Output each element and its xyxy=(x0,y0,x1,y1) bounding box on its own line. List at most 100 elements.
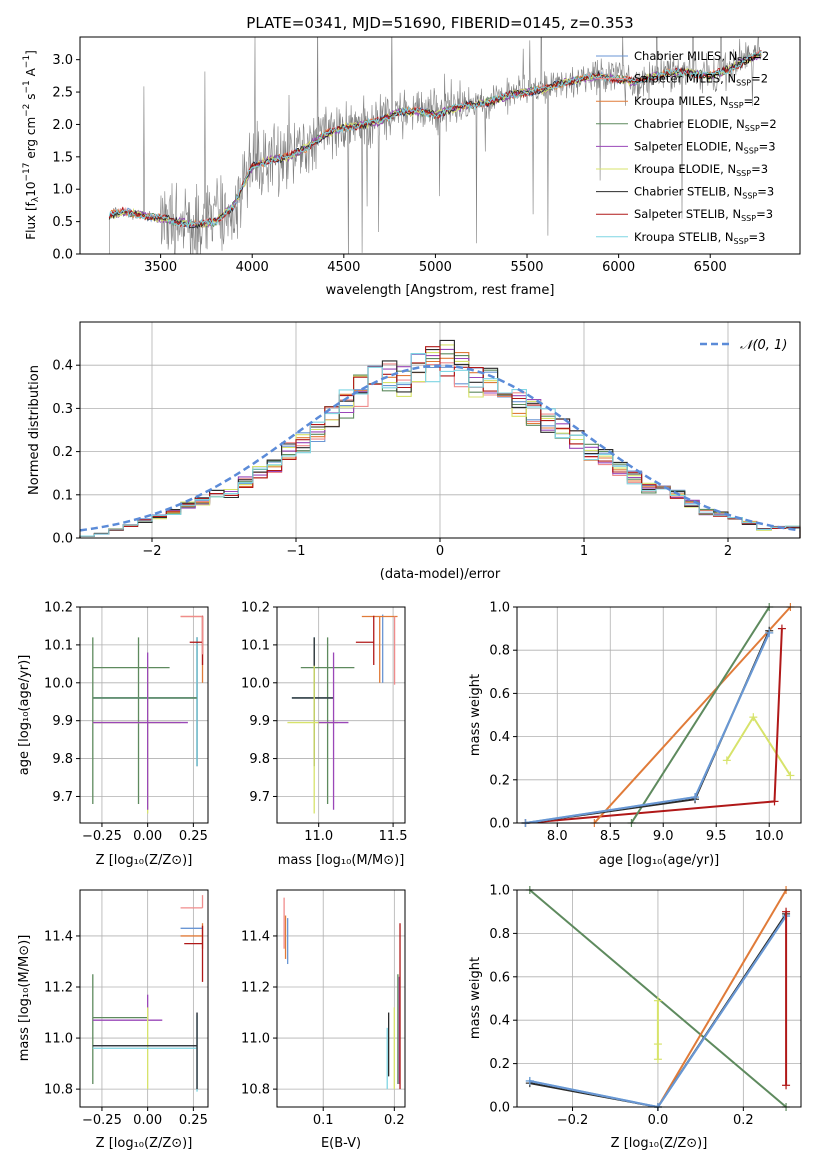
figure-title: PLATE=0341, MJD=51690, FIBERID=0145, z=0… xyxy=(246,14,633,32)
x-tick-label: 1 xyxy=(580,544,588,559)
mw-z-x-ticks: −0.2 0.0 0.2 xyxy=(557,1107,754,1128)
x-tick-label: −0.2 xyxy=(557,1113,589,1128)
legend-subscript: SSP xyxy=(745,124,760,133)
y-tick-label: 2.5 xyxy=(52,86,73,101)
y-tick-label: 0.3 xyxy=(52,402,73,417)
x-tick-label: 0.00 xyxy=(133,829,162,844)
spectrum-y-ticks: 0.0 0.5 1.0 1.5 2.0 2.5 3.0 xyxy=(52,53,80,263)
age-mass-frame xyxy=(276,606,406,824)
x-tick-label: 9.0 xyxy=(653,829,674,844)
legend-label-kroupa-stelib: Kroupa STELIB, NSSP=3 xyxy=(634,230,765,246)
age-mass-y-ticks: 9.7 9.8 9.9 10.0 10.1 10.2 xyxy=(241,601,277,805)
spectrum-panel: Chabrier MILES, NSSP=2 Salpeter MILES, NS… xyxy=(22,36,801,298)
y-tick-label: 9.9 xyxy=(249,714,270,729)
y-tick-label: 3.0 xyxy=(52,53,73,68)
spectrum-x-ticks: 3500 4000 4500 5000 5500 6000 6500 xyxy=(144,254,727,275)
y-tick-label: 9.7 xyxy=(52,790,73,805)
legend-label-chabrier-elodie: Chabrier ELODIE, NSSP=2 xyxy=(634,117,777,133)
x-tick-label: 4000 xyxy=(236,260,269,275)
histogram-legend: 𝒩(0, 1) xyxy=(700,338,787,353)
y-tick-label: 0.0 xyxy=(489,817,510,832)
observed-spectrum xyxy=(109,37,762,254)
y-tick-label: 1.0 xyxy=(52,183,73,198)
x-tick-label: 0.00 xyxy=(133,1113,162,1128)
y-tick-label: 2.0 xyxy=(52,118,73,133)
mass-vs-ebv-panel: 0.1 0.2 10.8 11.0 11.2 11.4 E(B-V) xyxy=(241,889,406,1151)
mw-age-marks xyxy=(521,603,795,827)
x-tick-label: 0.0 xyxy=(648,1113,669,1128)
y-tick-label: 0.8 xyxy=(489,644,510,659)
mass-weight-vs-metallicity-panel: −0.2 0.0 0.2 0.0 0.2 0.4 0.6 0.8 1.0 Z [log₁₀(Z… xyxy=(468,884,802,1151)
legend-subscript: SSP xyxy=(736,169,751,178)
legend-subscript: SSP xyxy=(737,56,752,65)
age-z-y-ticks: 9.7 9.8 9.9 10.0 10.1 10.2 xyxy=(44,601,80,805)
age-z-marks xyxy=(92,615,204,814)
age-mass-x-ticks: 11.0 11.5 xyxy=(304,823,408,844)
mw-age-frame xyxy=(516,606,802,824)
mw-z-x-label: Z [log₁₀(Z/Z⊙)] xyxy=(611,1136,708,1151)
legend-subscript: SSP xyxy=(729,101,744,110)
age-mass-x-label: mass [log₁₀(M/M⊙)] xyxy=(278,853,405,868)
y-tick-label: 10.1 xyxy=(241,638,270,653)
y-tick-label: 0.4 xyxy=(52,359,73,374)
histogram-x-label: (data-model)/error xyxy=(380,567,501,582)
x-tick-label: 6500 xyxy=(694,260,727,275)
legend-label-rest: =3 xyxy=(759,139,776,153)
mass-ebv-frame xyxy=(276,889,406,1108)
mass-vs-metallicity-panel: −0.25 0.00 0.25 10.8 11.0 11.2 11.4 Z [log₁₀(… xyxy=(17,889,209,1151)
mw-z-frame xyxy=(516,889,802,1108)
x-tick-label: 0 xyxy=(436,544,444,559)
histogram-y-ticks: 0.0 0.1 0.2 0.3 0.4 xyxy=(52,359,80,547)
legend-label-salpeter-miles: Salpeter MILES, NSSP=2 xyxy=(634,72,768,88)
mw-age-y-label: mass weight xyxy=(468,674,483,756)
legend-label-rest: =2 xyxy=(751,72,768,86)
x-tick-label: −0.25 xyxy=(82,1113,122,1128)
y-tick-label: 0.6 xyxy=(489,687,510,702)
mass-z-x-ticks: −0.25 0.00 0.25 xyxy=(82,1107,208,1128)
legend-label-rest: =3 xyxy=(749,230,766,244)
y-tick-label: 0.2 xyxy=(489,773,510,788)
mass-z-y-label: mass [log₁₀(M/M⊙)] xyxy=(17,935,32,1062)
y-tick-label: 0.2 xyxy=(52,445,73,460)
mass-z-frame xyxy=(79,889,209,1108)
y-tick-label: 11.0 xyxy=(241,1032,270,1047)
mass-ebv-x-label: E(B-V) xyxy=(321,1136,361,1151)
y-tick-label: 11.2 xyxy=(44,981,73,996)
age-z-x-label: Z [log₁₀(Z/Z⊙)] xyxy=(96,853,193,868)
mw-age-x-ticks: 8.0 8.5 9.0 9.5 10.0 xyxy=(547,823,784,844)
y-tick-label: 1.5 xyxy=(52,150,73,165)
mass-z-y-ticks: 10.8 11.0 11.2 11.4 xyxy=(44,929,80,1098)
x-tick-label: 5000 xyxy=(419,260,452,275)
y-tick-label: 0.1 xyxy=(52,488,73,503)
y-tick-label: 1.0 xyxy=(489,884,510,899)
y-tick-label: 10.8 xyxy=(241,1083,270,1098)
y-tick-label: 0.4 xyxy=(489,1014,510,1029)
histogram-marks xyxy=(79,339,801,538)
mass-z-x-label: Z [log₁₀(Z/Z⊙)] xyxy=(96,1136,193,1151)
y-tick-label: 10.2 xyxy=(44,601,73,616)
legend-label-salpeter-elodie: Salpeter ELODIE, NSSP=3 xyxy=(634,139,776,155)
residual-histogram-panel: −2 −1 0 1 2 0.0 0.1 0.2 0.3 0.4 𝒩(0, 1) (data-mo… xyxy=(27,321,801,582)
legend-label-chabrier-miles: Chabrier MILES, NSSP=2 xyxy=(634,49,769,65)
x-tick-label: 8.5 xyxy=(600,829,621,844)
x-tick-label: 8.0 xyxy=(547,829,568,844)
y-tick-label: 0.0 xyxy=(52,248,73,263)
y-tick-label: 10.0 xyxy=(44,676,73,691)
x-tick-label: 4500 xyxy=(327,260,360,275)
x-tick-label: 0.2 xyxy=(384,1113,405,1128)
mw-age-y-ticks: 0.0 0.2 0.4 0.6 0.8 1.0 xyxy=(489,601,517,832)
mass-ebv-y-ticks: 10.8 11.0 11.2 11.4 xyxy=(241,929,277,1098)
y-tick-label: 11.0 xyxy=(44,1032,73,1047)
y-tick-label: 10.1 xyxy=(44,638,73,653)
mass-z-marks xyxy=(92,895,204,1092)
legend-subscript: SSP xyxy=(741,214,756,223)
mw-age-x-label: age [log₁₀(age/yr)] xyxy=(599,853,720,868)
x-tick-label: 0.25 xyxy=(179,829,208,844)
x-tick-label: 11.0 xyxy=(304,829,333,844)
y-tick-label: 0.5 xyxy=(52,215,73,230)
x-tick-label: 2 xyxy=(724,544,732,559)
age-vs-mass-panel: 11.0 11.5 9.7 9.8 9.9 10.0 10.1 10.2 mass [log… xyxy=(241,601,408,869)
y-tick-label: 10.0 xyxy=(241,676,270,691)
legend-label-rest: =3 xyxy=(751,162,768,176)
spectrum-frame xyxy=(79,36,801,255)
